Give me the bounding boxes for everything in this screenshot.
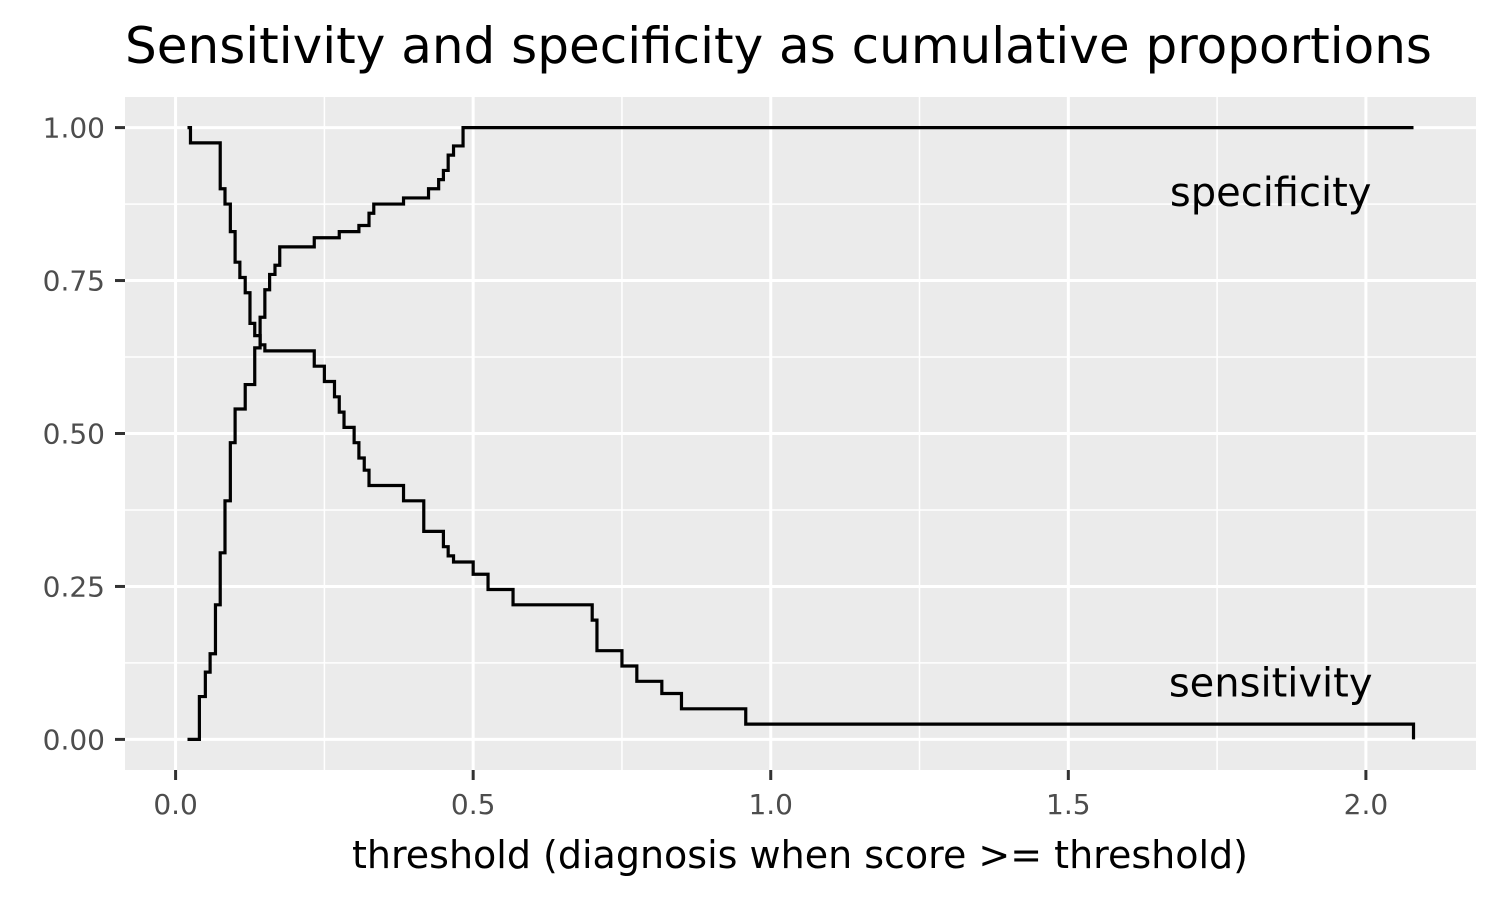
y-tick-label: 0.25 [43,570,105,603]
y-tick-label: 0.75 [43,265,105,298]
x-tick-label: 0.0 [153,788,198,821]
y-axis: 0.00 0.25 0.50 0.75 1.00 [43,112,125,756]
annotation-layer: specificity sensitivity [1169,170,1373,707]
series-layer [187,125,1416,742]
x-tick-label: 1.5 [1046,788,1091,821]
annotation-1: sensitivity [1169,661,1373,707]
series-line-1 [187,125,1414,742]
x-axis: 0.0 0.5 1.0 1.5 2.0 [153,770,1388,821]
grid-major [125,97,1476,770]
x-axis-label: threshold (diagnosis when score >= thres… [352,833,1248,877]
chart-title: Sensitivity and specificity as cumulativ… [125,17,1432,75]
x-tick-label: 0.5 [451,788,496,821]
x-tick-label: 2.0 [1344,788,1389,821]
y-tick-label: 0.00 [43,723,105,756]
y-tick-label: 0.50 [43,418,105,451]
series-line-0 [187,125,1416,740]
annotation-0: specificity [1170,170,1372,216]
x-tick-label: 1.0 [748,788,793,821]
y-tick-label: 1.00 [43,112,105,145]
